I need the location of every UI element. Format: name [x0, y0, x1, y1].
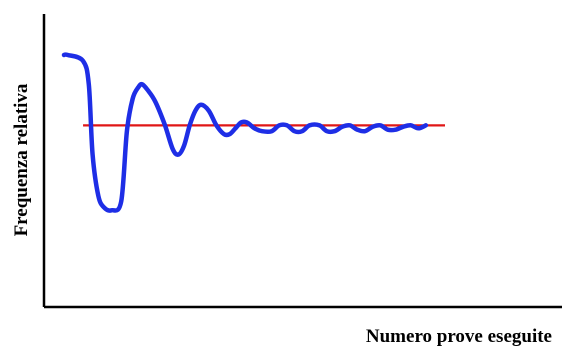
y-axis-title: Frequenza relativa: [11, 83, 32, 236]
x-axis-title: Numero prove eseguite: [366, 326, 552, 347]
frequency-curve: [61, 52, 429, 213]
